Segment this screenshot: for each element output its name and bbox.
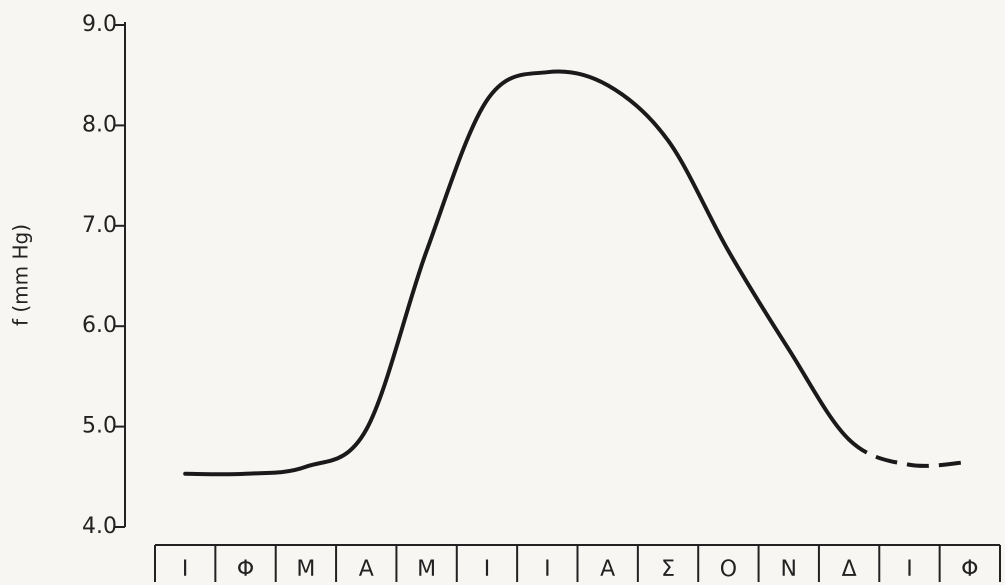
y-axis-label: f (mm Hg) bbox=[9, 224, 33, 326]
x-tick-label: Σ bbox=[661, 557, 675, 582]
x-tick-label: Α bbox=[600, 557, 615, 582]
y-tick-label: 9.0 bbox=[82, 12, 117, 37]
x-tick-label: Α bbox=[359, 557, 374, 582]
x-tick-label: Ο bbox=[720, 557, 737, 582]
line-solid bbox=[183, 69, 852, 477]
x-tick-label: Ι bbox=[544, 557, 551, 582]
x-tick-label: Μ bbox=[296, 557, 315, 582]
line-dashed bbox=[847, 438, 970, 468]
x-tick-label: Φ bbox=[961, 557, 978, 582]
y-tick-label: 6.0 bbox=[82, 313, 117, 338]
x-tick-label: Φ bbox=[237, 557, 254, 582]
y-tick-label: 4.0 bbox=[82, 514, 117, 539]
y-tick-label: 5.0 bbox=[82, 414, 117, 439]
x-tick-label: Μ bbox=[417, 557, 436, 582]
x-tick-label: Ι bbox=[484, 557, 491, 582]
x-tick-label: Ι bbox=[182, 557, 189, 582]
x-tick-label: Ν bbox=[781, 557, 797, 582]
x-tick-label: Δ bbox=[842, 557, 857, 582]
y-tick-label: 7.0 bbox=[82, 213, 117, 238]
y-tick-label: 8.0 bbox=[82, 112, 117, 137]
x-tick-label: Ι bbox=[906, 557, 913, 582]
